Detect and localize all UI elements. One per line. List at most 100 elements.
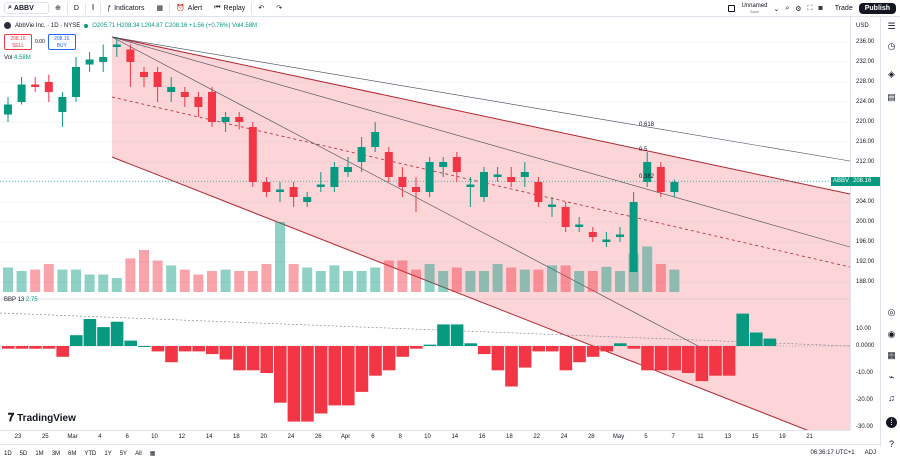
candlesticks <box>4 37 679 272</box>
watchlist-icon[interactable]: ☰ <box>887 21 896 31</box>
range-button[interactable]: YTD <box>84 450 97 457</box>
ideas-icon[interactable]: ◉ <box>887 329 896 339</box>
fib-label-0618: 0.618 <box>639 122 655 128</box>
range-button[interactable]: 5D <box>19 450 28 457</box>
price-tick-label: 236.00 <box>856 39 875 45</box>
volume-bar <box>397 260 408 292</box>
bbp-bar <box>600 346 613 352</box>
chart-canvas[interactable] <box>0 17 850 430</box>
chart-type-button[interactable]: ⫾ <box>86 0 100 17</box>
publish-button[interactable]: Publish <box>858 3 896 14</box>
bbp-bar <box>2 346 15 349</box>
clock-display[interactable]: 06:36:17 UTC+1 <box>810 450 855 456</box>
time-tick-label: 4 <box>98 434 102 440</box>
date-range-icon[interactable]: ▦ <box>149 451 156 457</box>
settings-icon[interactable]: ⚙ <box>795 5 802 13</box>
volume-bar <box>125 258 136 292</box>
candle-body <box>412 187 420 192</box>
price-axis[interactable]: USD 236.00 232.00 228.00 224.00 220.00 216.00… <box>831 17 881 430</box>
redo-button[interactable]: ↷ <box>270 0 288 17</box>
bbp-bar <box>165 346 178 363</box>
divider <box>66 2 68 14</box>
candle-body <box>588 232 597 237</box>
volume-bar <box>84 274 95 292</box>
help-icon[interactable]: ? <box>888 439 894 449</box>
compare-button[interactable]: ⊕ <box>49 0 67 17</box>
alert-button[interactable]: ⏰ Alert <box>170 0 208 17</box>
bbp-bar <box>450 324 464 346</box>
price-tick-label: 192.00 <box>856 259 875 265</box>
layout-checkbox[interactable] <box>728 5 736 12</box>
search-icon[interactable]: ⌕ <box>785 4 790 12</box>
candle-body <box>425 162 434 192</box>
volume-legend: Vol 4.58M <box>4 55 31 61</box>
indicators-button[interactable]: ƒ Indicators <box>101 0 150 17</box>
bbp-bar <box>586 346 600 357</box>
candle-body <box>4 104 12 115</box>
volume-bar <box>179 269 190 292</box>
bbp-value: 2.75 <box>25 297 38 303</box>
range-button[interactable]: 1M <box>35 450 44 457</box>
range-button[interactable]: 3M <box>51 450 61 457</box>
range-button[interactable]: All <box>135 450 142 457</box>
volume-bar <box>139 250 149 292</box>
range-button[interactable]: 5Y <box>119 450 128 457</box>
candle-body <box>493 174 502 177</box>
grid-icon: ▦ <box>156 5 164 12</box>
symbol-search[interactable]: ⌕ ABBV <box>4 2 49 14</box>
bbp-bar <box>355 346 369 392</box>
replay-label: Replay <box>223 4 246 12</box>
apps-grid-icon[interactable]: ⁞ <box>886 417 897 428</box>
chevron-down-icon[interactable]: ⌄ <box>773 5 780 13</box>
symbol-logo-icon <box>4 22 11 29</box>
bbp-bar <box>478 346 491 355</box>
trade-button[interactable]: Trade <box>834 5 853 12</box>
adjust-toggle[interactable]: ADJ <box>864 450 876 456</box>
alerts-clock-icon[interactable]: ◷ <box>887 41 896 51</box>
time-axis[interactable]: 23 25 Mar 4 6 10 12 14 18 20 24 26 Apr 6 8 10 14 16 18 22 24… <box>0 430 850 444</box>
volume-bar <box>642 246 653 292</box>
candle-body <box>140 72 148 77</box>
range-button[interactable]: 1D <box>4 450 12 457</box>
target-icon[interactable]: ◎ <box>887 307 896 317</box>
buy-button[interactable]: 208.16 BUY <box>47 34 76 50</box>
templates-button[interactable]: ▦ <box>150 0 169 17</box>
candle-body <box>670 182 679 192</box>
volume-bar <box>574 271 585 292</box>
bbp-legend: BBP 13 2.75 <box>4 297 38 303</box>
bbp-bar <box>437 324 450 346</box>
undo-button[interactable]: ↶ <box>252 0 270 17</box>
time-tick-label: 23 <box>14 434 22 440</box>
bbp-bar <box>369 346 382 376</box>
interval-button[interactable]: D <box>68 0 85 17</box>
price-tick-label: 216.00 <box>856 139 875 145</box>
replay-button[interactable]: ⏮ Replay <box>208 0 251 17</box>
sell-button[interactable]: 208.16 SELL <box>4 34 32 50</box>
volume-bar <box>234 271 245 292</box>
fullscreen-icon[interactable]: ⛶ <box>807 4 813 12</box>
range-button[interactable]: 1Y <box>104 450 112 457</box>
price-tick-label: 204.00 <box>856 199 875 205</box>
camera-icon[interactable]: ◙ <box>818 5 823 12</box>
time-tick-label: 10 <box>151 434 158 440</box>
volume-bar <box>465 271 476 292</box>
channel-lower-line <box>111 156 809 430</box>
broadcast-icon[interactable]: ⌁ <box>888 372 895 382</box>
calendar-icon[interactable]: ▦ <box>887 350 896 360</box>
news-icon[interactable]: ▤ <box>887 92 896 102</box>
candle-body <box>398 177 407 187</box>
candle-body <box>384 152 393 177</box>
fib-fan-05 <box>111 36 850 248</box>
time-tick-label: 6 <box>125 434 129 440</box>
bbp-bar <box>29 346 42 349</box>
time-tick-label: 8 <box>398 434 402 440</box>
notifications-icon[interactable]: ♫ <box>888 393 895 403</box>
layout-name-button[interactable]: Unnamed Save <box>741 3 767 15</box>
candle-body <box>167 87 176 92</box>
fib-label-05: 0.5 <box>639 147 648 153</box>
range-button[interactable]: 6M <box>68 450 77 457</box>
layers-icon[interactable]: ◈ <box>888 69 895 79</box>
price-tick-label: 196.00 <box>856 239 875 245</box>
plus-circle-icon: ⊕ <box>55 5 61 12</box>
candle-body <box>276 189 284 192</box>
